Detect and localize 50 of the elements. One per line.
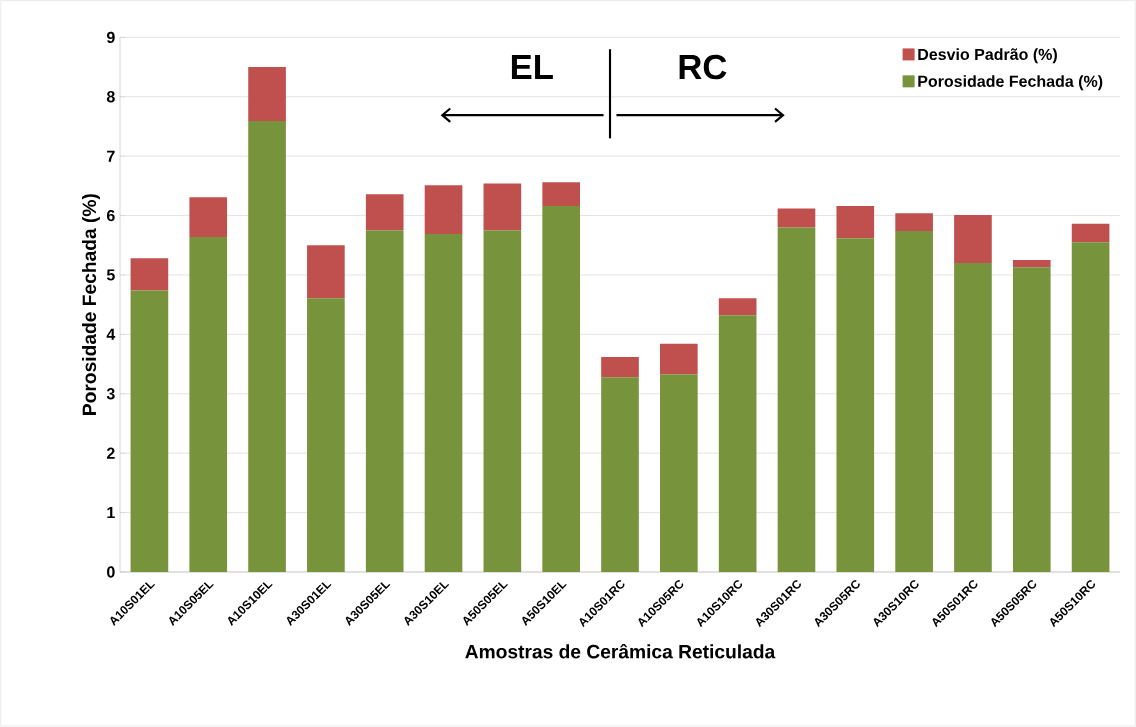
bar bbox=[424, 234, 463, 573]
bar bbox=[248, 67, 286, 122]
y-tick-label: 5 bbox=[106, 269, 115, 281]
bar bbox=[718, 315, 757, 573]
bar bbox=[1012, 260, 1051, 268]
bar bbox=[1071, 242, 1110, 573]
bar bbox=[1071, 224, 1110, 243]
bar bbox=[248, 121, 286, 573]
bar bbox=[365, 230, 404, 573]
bar bbox=[307, 298, 345, 573]
bar bbox=[777, 227, 816, 573]
bar bbox=[130, 290, 169, 573]
y-tick-label: 6 bbox=[106, 210, 115, 222]
bar bbox=[542, 182, 580, 207]
legend-label: Porosidade Fechada (%) bbox=[918, 75, 1103, 91]
bar bbox=[836, 238, 875, 573]
bar bbox=[895, 231, 933, 573]
bar bbox=[189, 237, 228, 573]
y-tick-label: 3 bbox=[106, 388, 115, 400]
bar bbox=[660, 344, 698, 375]
bar bbox=[424, 185, 463, 235]
y-tick-label: 2 bbox=[106, 447, 115, 459]
bar bbox=[601, 377, 639, 573]
bar bbox=[660, 374, 698, 573]
y-axis-title: Porosidade Fechada (%) bbox=[82, 194, 100, 416]
bar bbox=[130, 258, 169, 291]
bar bbox=[895, 213, 933, 232]
bar bbox=[954, 263, 992, 573]
bar bbox=[483, 230, 522, 573]
bar bbox=[954, 215, 992, 264]
bar bbox=[365, 194, 404, 231]
legend-label: Desvio Padrão (%) bbox=[918, 48, 1057, 64]
bar bbox=[542, 206, 580, 573]
bar bbox=[307, 245, 345, 299]
y-tick-label: 7 bbox=[107, 150, 115, 162]
annotation: EL bbox=[511, 55, 553, 80]
bar bbox=[189, 197, 228, 238]
bar bbox=[1012, 267, 1051, 573]
bar bbox=[836, 206, 875, 239]
bar bbox=[777, 208, 816, 228]
y-tick-label: 9 bbox=[106, 31, 115, 44]
x-axis-title: Amostras de Cerâmica Reticulada bbox=[465, 644, 776, 659]
y-tick-label: 8 bbox=[106, 91, 115, 103]
annotation: RC bbox=[679, 54, 727, 80]
y-tick-label: 0 bbox=[107, 566, 115, 578]
y-tick-label: 1 bbox=[107, 507, 115, 519]
bar bbox=[601, 357, 639, 378]
y-tick-label: 4 bbox=[106, 329, 116, 341]
bar bbox=[718, 298, 757, 316]
bar bbox=[483, 183, 522, 231]
